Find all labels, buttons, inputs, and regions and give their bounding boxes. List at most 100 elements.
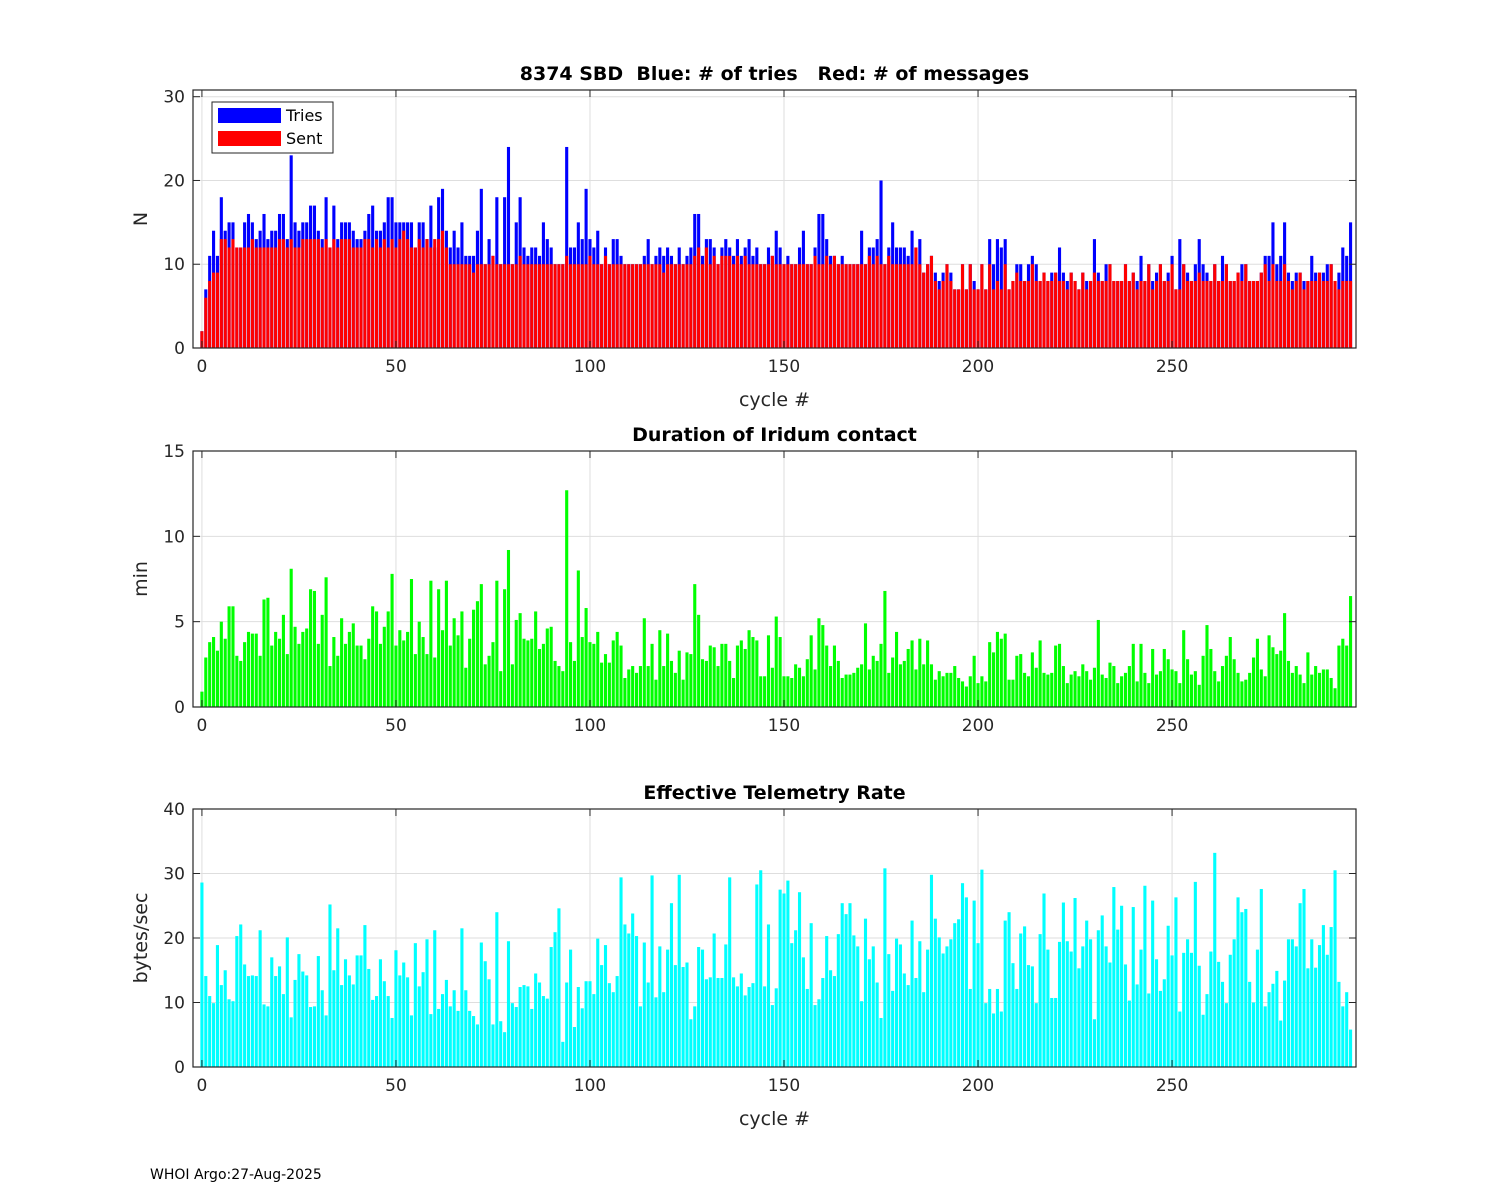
bar-rate-22: [285, 937, 289, 1067]
bar-duration-251: [1174, 671, 1178, 707]
bar-sent-35: [336, 247, 340, 348]
bar-rate-119: [662, 992, 666, 1067]
bar-duration-160: [821, 625, 825, 707]
bar-rate-262: [1217, 961, 1221, 1067]
bar-sent-237: [1120, 280, 1124, 348]
bar-duration-73: [483, 664, 487, 707]
bar-sent-107: [615, 264, 619, 348]
bar-rate-223: [1065, 941, 1069, 1067]
bar-sent-185: [918, 264, 922, 348]
bar-sent-218: [1046, 280, 1050, 348]
bar-duration-4: [215, 650, 219, 707]
bar-sent-20: [277, 239, 282, 348]
bar-duration-254: [1186, 659, 1190, 707]
bar-rate-278: [1279, 1020, 1283, 1067]
bar-duration-156: [805, 659, 809, 707]
bar-duration-118: [658, 630, 662, 707]
bar-duration-106: [611, 640, 615, 707]
bar-sent-286: [1310, 280, 1314, 348]
bar-rate-232: [1100, 915, 1104, 1067]
bar-duration-237: [1120, 676, 1124, 707]
bar-rate-120: [666, 949, 670, 1067]
bar-duration-165: [840, 677, 844, 707]
bar-duration-39: [351, 623, 355, 707]
bar-sent-149: [778, 264, 782, 348]
bar-sent-290: [1325, 280, 1329, 348]
bar-duration-172: [867, 669, 871, 707]
bar-duration-213: [1026, 676, 1031, 707]
bar-duration-61: [437, 589, 441, 707]
bar-sent-258: [1201, 280, 1205, 348]
bar-rate-180: [898, 944, 902, 1067]
bar-duration-191: [941, 676, 945, 707]
bar-duration-203: [988, 642, 992, 707]
bar-duration-229: [1089, 679, 1093, 707]
bar-sent-157: [809, 264, 813, 348]
bar-duration-252: [1178, 683, 1182, 707]
bar-rate-201: [980, 869, 984, 1067]
bar-sent-253: [1182, 264, 1186, 348]
bar-rate-210: [1015, 988, 1019, 1067]
bar-duration-82: [518, 613, 522, 707]
bar-rate-87: [537, 982, 542, 1067]
bar-sent-264: [1224, 264, 1228, 348]
bar-duration-239: [1127, 666, 1131, 707]
bar-rate-230: [1092, 1019, 1097, 1067]
bar-sent-265: [1228, 280, 1232, 348]
bar-sent-220: [1054, 272, 1058, 348]
bar-rate-221: [1057, 941, 1062, 1067]
bar-rate-44: [371, 999, 375, 1067]
bar-sent-104: [603, 255, 608, 348]
bar-duration-277: [1275, 654, 1279, 707]
bar-duration-116: [650, 643, 654, 707]
bar-rate-69: [468, 1010, 472, 1067]
bar-rate-200: [976, 943, 980, 1067]
bar-sent-261: [1213, 264, 1217, 348]
bar-duration-31: [320, 614, 324, 707]
bar-duration-33: [328, 666, 332, 707]
bar-rate-124: [681, 967, 685, 1067]
bar-duration-207: [1003, 633, 1007, 707]
bar-rate-138: [735, 986, 739, 1067]
bar-rate-78: [503, 1032, 507, 1067]
bar-duration-60: [433, 657, 437, 707]
bar-rate-259: [1205, 994, 1209, 1067]
bar-sent-136: [728, 255, 732, 348]
bar-sent-179: [894, 264, 899, 348]
bar-rate-40: [355, 955, 359, 1067]
bar-rate-276: [1271, 983, 1275, 1067]
bar-duration-200: [976, 683, 980, 707]
bar-rate-159: [817, 999, 821, 1067]
bar-rate-246: [1154, 959, 1159, 1067]
bar-sent-66: [456, 264, 460, 348]
bar-duration-27: [305, 628, 309, 707]
bar-sent-233: [1104, 280, 1108, 348]
bar-rate-279: [1283, 980, 1287, 1067]
bar-rate-218: [1046, 949, 1050, 1067]
bar-duration-223: [1065, 683, 1069, 707]
bar-duration-105: [607, 662, 611, 707]
bar-sent-194: [953, 289, 957, 348]
bar-sent-96: [572, 264, 577, 348]
bar-rate-199: [972, 900, 976, 1067]
bar-sent-224: [1069, 272, 1073, 348]
bar-duration-206: [999, 638, 1003, 707]
bar-rate-178: [891, 990, 895, 1067]
bar-rate-61: [437, 1008, 441, 1067]
bar-rate-238: [1123, 964, 1128, 1067]
bar-rate-39: [351, 984, 355, 1067]
bar-duration-180: [898, 664, 902, 707]
bar-sent-166: [844, 264, 848, 348]
bar-duration-242: [1139, 643, 1143, 707]
bar-sent-200: [976, 289, 980, 348]
bar-duration-184: [914, 669, 918, 707]
bar-duration-133: [716, 666, 720, 707]
bar-rate-56: [417, 986, 421, 1067]
bar-rate-272: [1255, 949, 1259, 1067]
bar-duration-42: [363, 659, 367, 707]
bar-rate-170: [860, 1001, 864, 1067]
bar-sent-239: [1127, 280, 1131, 348]
bar-rate-77: [499, 1021, 503, 1067]
bar-rate-4: [215, 945, 219, 1067]
bar-duration-3: [212, 637, 216, 707]
